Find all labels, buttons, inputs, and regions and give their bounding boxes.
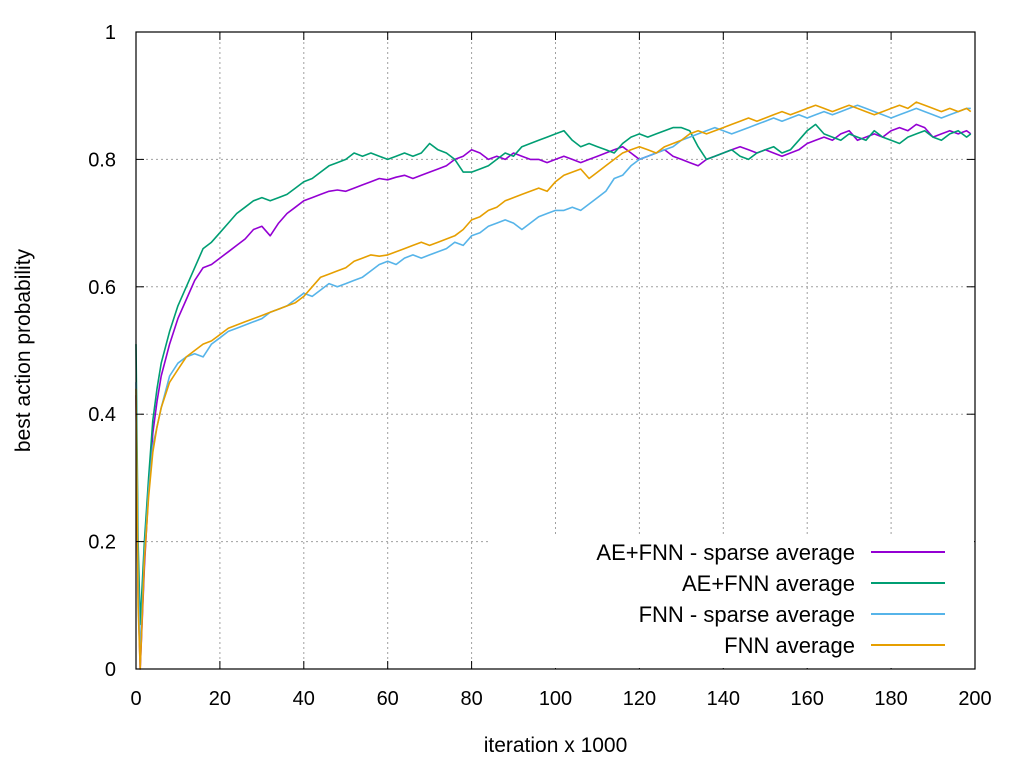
y-tick-label: 0 (105, 659, 116, 681)
legend-label: FNN - sparse average (639, 602, 855, 627)
x-axis-label: iteration x 1000 (484, 734, 628, 757)
x-tick-label: 140 (707, 688, 740, 710)
legend: AE+FNN - sparse average AE+FNN average FNN… (490, 536, 974, 668)
legend-label: AE+FNN average (682, 571, 855, 596)
legend-label: AE+FNN - sparse average (596, 540, 855, 565)
x-tick-label: 20 (209, 688, 231, 710)
y-axis-label: best action probability (12, 248, 35, 452)
series-line-3 (135, 101, 972, 670)
x-tick-label: 60 (377, 688, 399, 710)
y-tick-label: 0.4 (88, 404, 116, 426)
y-tick-label: 0.8 (88, 149, 116, 171)
tick-labels: 0 20 40 60 80 100 120 140 160 180 200 0 0.2 0.4 0.6 0.8… (88, 22, 992, 710)
legend-label: FNN average (724, 633, 855, 658)
series-line-2 (135, 104, 971, 658)
series-line-1 (135, 123, 972, 626)
x-tick-label: 120 (623, 688, 656, 710)
series-line-0 (135, 123, 972, 670)
x-tick-label: 40 (293, 688, 315, 710)
x-tick-label: 200 (958, 688, 991, 710)
series-lines (135, 101, 972, 670)
x-tick-label: 180 (874, 688, 907, 710)
y-tick-label: 0.2 (88, 532, 116, 554)
x-tick-label: 100 (539, 688, 572, 710)
x-tick-label: 80 (460, 688, 482, 710)
y-tick-label: 0.6 (88, 277, 116, 299)
y-tick-label: 1 (105, 22, 116, 44)
x-tick-label: 160 (791, 688, 824, 710)
x-tick-label: 0 (130, 688, 141, 710)
